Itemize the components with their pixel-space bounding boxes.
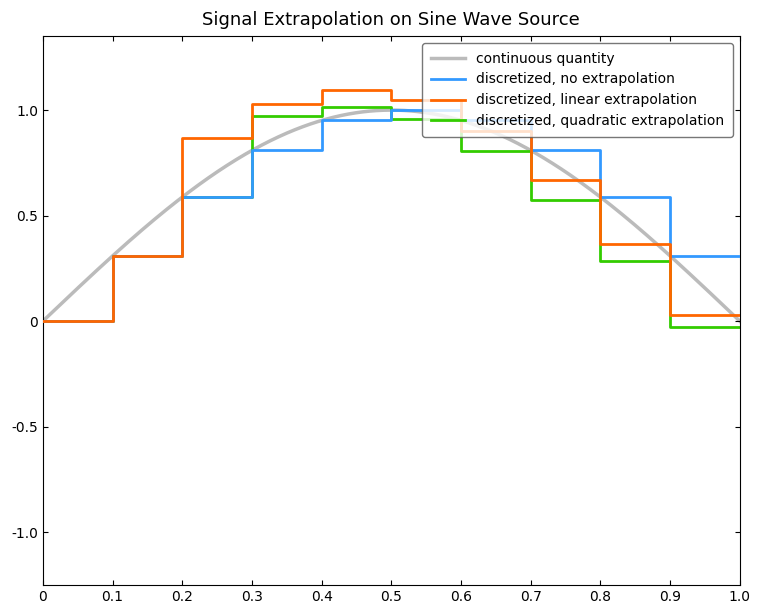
- Line: continuous quantity: continuous quantity: [43, 110, 740, 321]
- discretized, linear extrapolation: [596, 177, 605, 184]
- Title: Signal Extrapolation on Sine Wave Source: Signal Extrapolation on Sine Wave Source: [203, 11, 580, 29]
- discretized, linear extrapolation: [248, 135, 257, 142]
- discretized, no extrapolation: [178, 252, 187, 260]
- discretized, no extrapolation: [38, 317, 47, 325]
- discretized, quadratic extrapolation: [317, 112, 326, 119]
- Line: discretized, linear extrapolation: discretized, linear extrapolation: [43, 90, 740, 321]
- discretized, quadratic extrapolation: [178, 194, 187, 201]
- continuous quantity: [320, 116, 329, 123]
- discretized, no extrapolation: [248, 147, 257, 154]
- discretized, no extrapolation: [108, 317, 117, 325]
- discretized, linear extrapolation: [248, 100, 257, 108]
- discretized, no extrapolation: [178, 194, 187, 201]
- discretized, quadratic extrapolation: [596, 196, 605, 204]
- discretized, no extrapolation: [456, 106, 466, 114]
- discretized, quadratic extrapolation: [178, 252, 187, 260]
- discretized, no extrapolation: [666, 252, 675, 260]
- discretized, quadratic extrapolation: [456, 116, 466, 123]
- discretized, quadratic extrapolation: [108, 317, 117, 325]
- continuous quantity: [595, 192, 604, 200]
- discretized, linear extrapolation: [108, 252, 117, 260]
- discretized, no extrapolation: [596, 194, 605, 201]
- discretized, linear extrapolation: [108, 317, 117, 325]
- discretized, quadratic extrapolation: [666, 257, 675, 264]
- discretized, no extrapolation: [317, 117, 326, 124]
- discretized, linear extrapolation: [387, 96, 396, 103]
- discretized, no extrapolation: [387, 117, 396, 124]
- discretized, quadratic extrapolation: [527, 148, 536, 155]
- discretized, linear extrapolation: [38, 317, 47, 325]
- discretized, no extrapolation: [527, 117, 536, 124]
- discretized, linear extrapolation: [456, 96, 466, 103]
- discretized, quadratic extrapolation: [248, 194, 257, 201]
- discretized, quadratic extrapolation: [317, 103, 326, 111]
- discretized, linear extrapolation: [666, 240, 675, 247]
- continuous quantity: [110, 251, 119, 258]
- discretized, quadratic extrapolation: [735, 323, 744, 331]
- discretized, quadratic extrapolation: [666, 323, 675, 331]
- discretized, no extrapolation: [108, 252, 117, 260]
- discretized, linear extrapolation: [178, 252, 187, 260]
- continuous quantity: [582, 183, 591, 191]
- discretized, no extrapolation: [735, 252, 744, 260]
- Legend: continuous quantity, discretized, no extrapolation, discretized, linear extrapol: continuous quantity, discretized, no ext…: [422, 43, 733, 137]
- discretized, linear extrapolation: [666, 311, 675, 319]
- discretized, linear extrapolation: [735, 311, 744, 319]
- discretized, linear extrapolation: [456, 127, 466, 135]
- discretized, linear extrapolation: [317, 100, 326, 108]
- discretized, no extrapolation: [666, 194, 675, 201]
- discretized, quadratic extrapolation: [248, 112, 257, 119]
- discretized, no extrapolation: [596, 147, 605, 154]
- discretized, linear extrapolation: [317, 87, 326, 94]
- continuous quantity: [386, 106, 395, 114]
- discretized, linear extrapolation: [596, 240, 605, 247]
- discretized, quadratic extrapolation: [456, 148, 466, 155]
- continuous quantity: [517, 142, 527, 149]
- discretized, no extrapolation: [527, 147, 536, 154]
- discretized, no extrapolation: [248, 194, 257, 201]
- continuous quantity: [735, 317, 744, 325]
- discretized, linear extrapolation: [527, 177, 536, 184]
- discretized, no extrapolation: [387, 106, 396, 114]
- Line: discretized, no extrapolation: discretized, no extrapolation: [43, 110, 740, 321]
- discretized, no extrapolation: [317, 147, 326, 154]
- discretized, no extrapolation: [456, 117, 466, 124]
- discretized, quadratic extrapolation: [387, 103, 396, 111]
- discretized, quadratic extrapolation: [596, 257, 605, 264]
- discretized, quadratic extrapolation: [108, 252, 117, 260]
- discretized, linear extrapolation: [527, 127, 536, 135]
- continuous quantity: [345, 110, 354, 117]
- discretized, linear extrapolation: [178, 135, 187, 142]
- discretized, quadratic extrapolation: [387, 116, 396, 123]
- discretized, quadratic extrapolation: [38, 317, 47, 325]
- discretized, linear extrapolation: [387, 87, 396, 94]
- continuous quantity: [38, 317, 47, 325]
- Line: discretized, quadratic extrapolation: discretized, quadratic extrapolation: [43, 107, 740, 327]
- discretized, quadratic extrapolation: [527, 196, 536, 204]
